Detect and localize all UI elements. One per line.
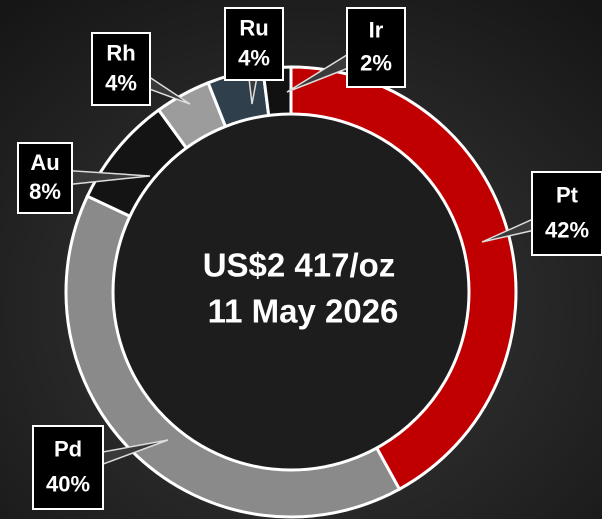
center-date: 11 May 2026 bbox=[208, 293, 399, 330]
callout-value: 4% bbox=[238, 46, 270, 71]
callout-category: Pd bbox=[54, 437, 82, 462]
callout-category: Ir bbox=[369, 18, 384, 43]
callout-value: 2% bbox=[360, 51, 392, 76]
callout-category: Ru bbox=[239, 15, 268, 40]
center-price: US$2 417/oz bbox=[203, 247, 396, 284]
callout-value: 40% bbox=[46, 472, 90, 497]
callout-category: Rh bbox=[106, 40, 135, 65]
chart: US$2 417/oz 11 May 2026 Pt 42% Pd 40% Au 8% Rh… bbox=[0, 0, 602, 519]
callout-value: 8% bbox=[29, 179, 61, 204]
callout-value: 42% bbox=[545, 218, 589, 243]
callout-category: Pt bbox=[556, 183, 579, 208]
callout-value: 4% bbox=[105, 71, 137, 96]
page: US$2 417/oz 11 May 2026 Pt 42% Pd 40% Au 8% Rh… bbox=[0, 0, 602, 519]
callout-category: Au bbox=[30, 150, 59, 175]
